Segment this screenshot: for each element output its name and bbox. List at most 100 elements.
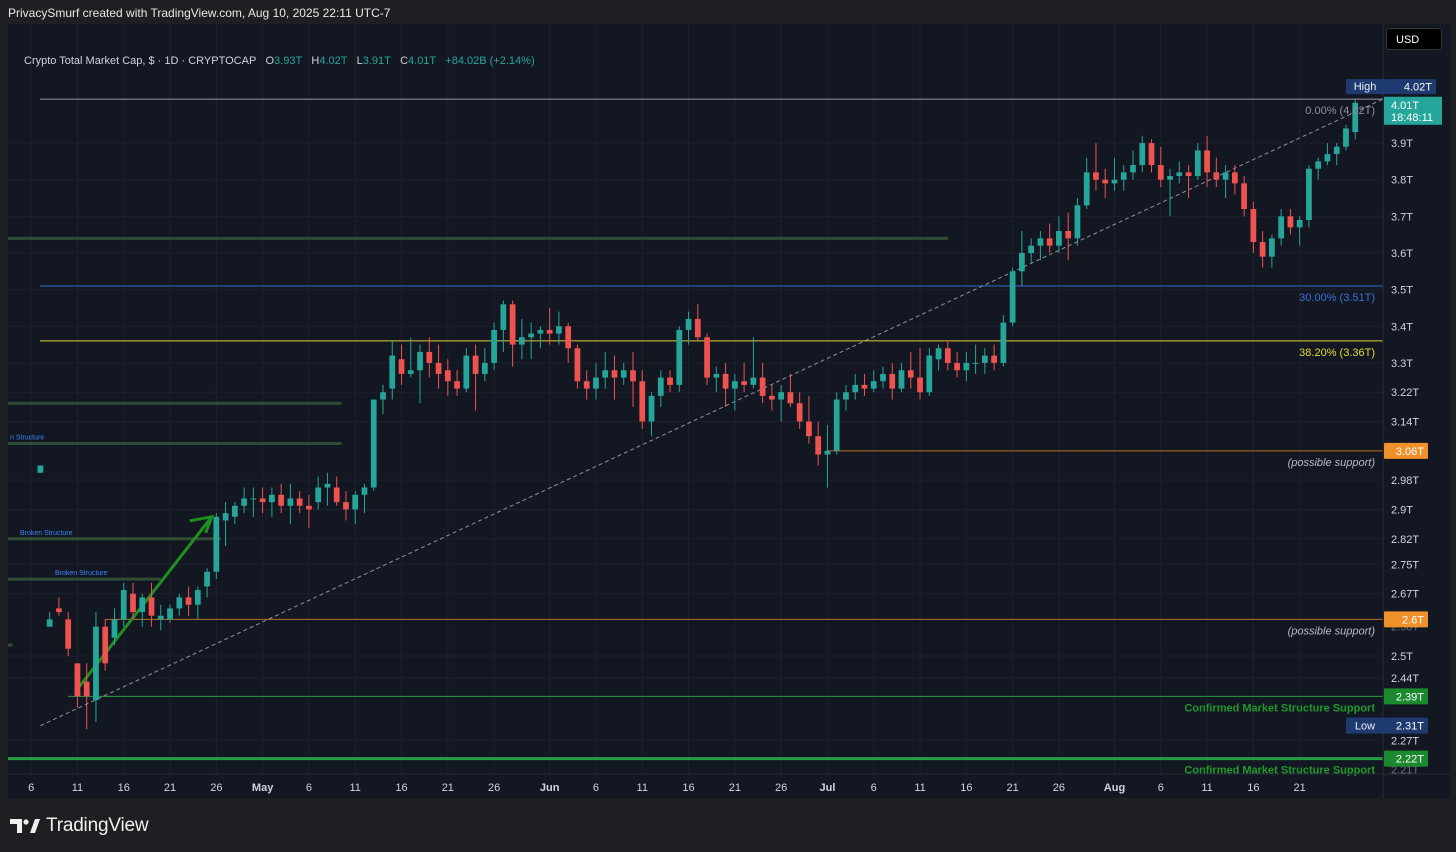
candle-body (1037, 238, 1044, 246)
countdown-value: 18:48:11 (1391, 112, 1433, 124)
symbol-name: Crypto Total Market Cap, $ · 1D · CRYPTO… (24, 55, 257, 67)
time-tick-label: 26 (210, 782, 222, 794)
price-tick-label: 2.67T (1391, 589, 1419, 601)
candle-body (352, 494, 359, 510)
candle-body (537, 329, 544, 334)
broken-structure-label: n Structure (10, 435, 44, 442)
price-tick-label: 2.44T (1391, 673, 1419, 685)
candle-body (463, 355, 470, 389)
candle-body (1130, 165, 1136, 173)
open-value: 3.93T (274, 55, 303, 67)
candle-body (657, 377, 664, 396)
price-chart[interactable]: 0.00% (4.02T) 30.00% (3.51T) 38.20% (3.36T… (8, 24, 1450, 798)
candle-body (1167, 176, 1173, 180)
time-tick-label: 11 (350, 782, 361, 794)
candle-body (1343, 128, 1349, 147)
candle-body (1120, 172, 1127, 180)
candle-body (824, 450, 831, 455)
confirmed-222-tag: 2.22T (1396, 754, 1424, 766)
attribution-text: PrivacySmurf created with TradingView.co… (8, 6, 391, 20)
fib-0-label: 0.00% (4.02T) (1305, 105, 1375, 117)
candle-body (259, 498, 266, 503)
time-tick-label: 16 (118, 782, 130, 794)
fib-trend-line (40, 98, 1384, 727)
candle-body (185, 597, 192, 605)
time-tick-label: 21 (729, 782, 741, 794)
time-axis[interactable]: 6 11 16 21 26 May 6 11 16 21 26 Jun 6 11 16 21 26 Jul 6 11 1… (28, 782, 1306, 794)
high-label-bg (1346, 79, 1384, 95)
candle-body (1111, 179, 1118, 184)
candle-body (1148, 143, 1155, 166)
candle-body (935, 348, 942, 360)
brand[interactable]: TradingView (10, 812, 149, 840)
candle-body (889, 373, 896, 389)
support-260-tag-bg (1384, 611, 1428, 628)
symbol-legend: Crypto Total Market Cap, $ · 1D · CRYPTO… (24, 55, 535, 67)
price-tick-label: 2.9T (1391, 504, 1413, 516)
candle-body (176, 597, 183, 609)
candle-body (954, 362, 960, 371)
candle-body (667, 377, 673, 385)
open-label: O (265, 55, 275, 67)
possible-support-label: (possible support) (1288, 457, 1376, 469)
candle-body (1000, 322, 1007, 363)
change-value: +84.02B (+2.14%) (445, 55, 535, 67)
candle-body (1204, 150, 1210, 173)
time-tick-label: 11 (914, 782, 925, 794)
candle-body (37, 465, 44, 473)
time-tick-label: 16 (682, 782, 694, 794)
candle-body (1046, 238, 1053, 246)
candle-body (491, 329, 497, 363)
candle-body (130, 593, 136, 613)
price-tick-label: 3.14T (1391, 417, 1419, 429)
candle-body (1056, 231, 1062, 246)
candle-body (213, 516, 220, 572)
candle-body (880, 373, 886, 382)
candle-body (546, 329, 553, 334)
candle-body (407, 370, 414, 374)
low-value-tag-bg (1384, 717, 1428, 734)
time-tick-label: 26 (488, 782, 500, 794)
candle-body (157, 615, 164, 620)
currency-button[interactable]: USD (1386, 28, 1442, 50)
candle-body (861, 384, 868, 389)
time-tick-label: 21 (164, 782, 176, 794)
candle-body (583, 381, 590, 389)
high-label: H (311, 55, 320, 67)
candle-body (528, 333, 535, 338)
time-tick-label: 6 (593, 782, 599, 794)
candle-body (1093, 172, 1099, 180)
brand-name: TradingView (46, 815, 149, 836)
candle-body (74, 663, 81, 697)
candle-body (139, 597, 146, 613)
time-tick-label: 11 (637, 782, 648, 794)
price-tick-label: 3.3T (1391, 358, 1413, 370)
candle-body (741, 381, 747, 385)
confirmed-222-tag-bg (1384, 750, 1428, 767)
price-tick-label: 3.4T (1391, 321, 1413, 333)
candle-body (833, 399, 840, 451)
time-tick-label: 6 (871, 782, 877, 794)
time-tick-label: 6 (306, 782, 312, 794)
time-tick-label: 16 (960, 782, 972, 794)
candle-body (1213, 172, 1220, 180)
candle-body (93, 626, 99, 700)
candle-body (148, 597, 155, 616)
candle-body (944, 348, 951, 363)
candle-body (454, 381, 460, 389)
high-value: 4.02T (319, 55, 348, 67)
high-label: High (1354, 81, 1377, 93)
candle-body (287, 498, 294, 506)
candle-body (898, 370, 905, 389)
fib-382-label: 38.20% (3.36T) (1299, 347, 1375, 359)
candle-body (565, 326, 572, 349)
price-tick-label: 2.5T (1391, 651, 1413, 663)
chart-panel[interactable]: 0.00% (4.02T) 30.00% (3.51T) 38.20% (3.36T… (8, 24, 1450, 798)
candle-body (120, 590, 127, 620)
grid (8, 24, 1383, 774)
candle-body (1324, 154, 1331, 162)
candle-body (694, 318, 701, 338)
time-tick-label: 16 (395, 782, 407, 794)
broken-structure-label: Broken Structure (55, 570, 108, 577)
